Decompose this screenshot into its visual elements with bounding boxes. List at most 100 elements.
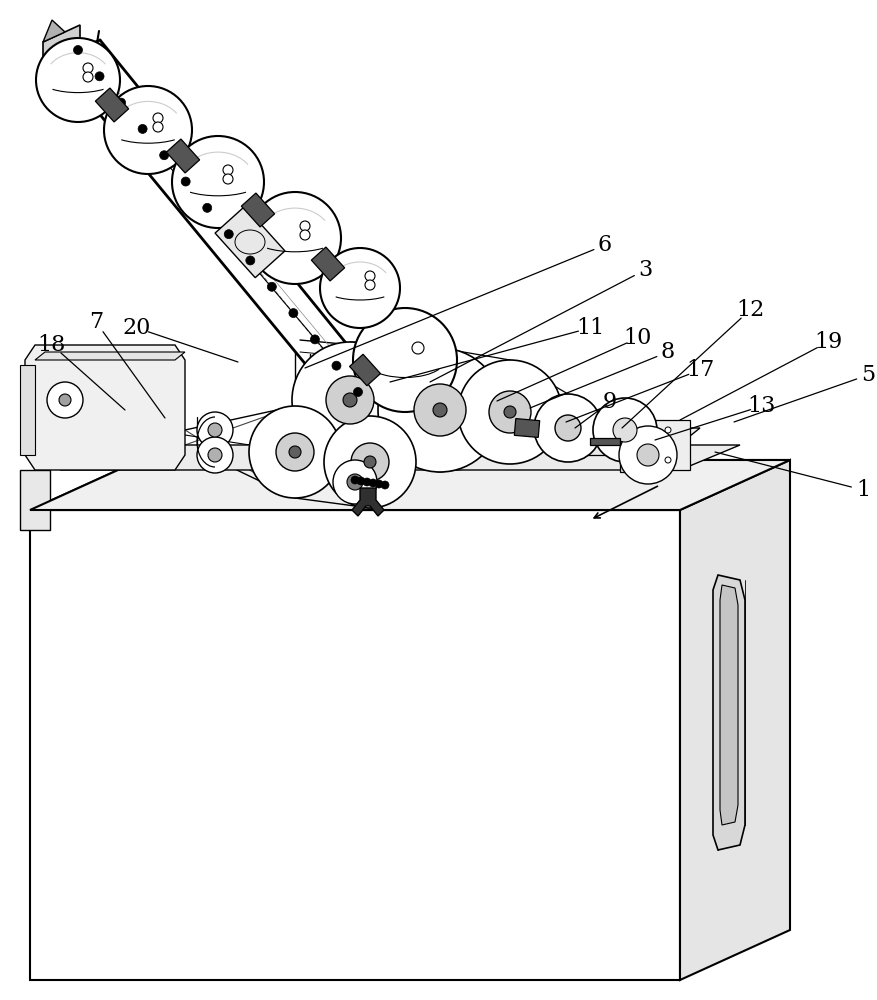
Circle shape — [612, 418, 637, 442]
Circle shape — [103, 86, 192, 174]
Polygon shape — [514, 419, 539, 437]
Polygon shape — [35, 352, 185, 360]
Circle shape — [432, 403, 446, 417]
Circle shape — [332, 460, 376, 504]
Text: 1: 1 — [855, 479, 869, 501]
Text: 20: 20 — [123, 317, 151, 339]
Circle shape — [618, 426, 676, 484]
Polygon shape — [589, 438, 619, 445]
Circle shape — [300, 221, 310, 231]
Circle shape — [300, 230, 310, 240]
Polygon shape — [619, 455, 664, 472]
Circle shape — [554, 415, 581, 441]
Text: 3: 3 — [638, 259, 652, 281]
Circle shape — [249, 406, 340, 498]
Circle shape — [324, 416, 416, 508]
Circle shape — [332, 361, 340, 370]
Circle shape — [411, 342, 424, 354]
Polygon shape — [20, 470, 50, 530]
Polygon shape — [679, 460, 789, 980]
Circle shape — [364, 456, 375, 468]
Polygon shape — [20, 365, 35, 455]
Circle shape — [346, 474, 362, 490]
Polygon shape — [580, 428, 699, 440]
Circle shape — [196, 437, 232, 473]
Circle shape — [362, 478, 371, 486]
Circle shape — [365, 271, 374, 281]
Circle shape — [74, 46, 82, 55]
Circle shape — [223, 174, 232, 184]
Circle shape — [289, 446, 301, 458]
Circle shape — [368, 479, 376, 487]
Circle shape — [172, 136, 264, 228]
Text: 19: 19 — [813, 331, 841, 353]
Circle shape — [319, 248, 400, 328]
Circle shape — [181, 177, 190, 186]
Circle shape — [160, 151, 168, 160]
Circle shape — [292, 342, 408, 458]
Text: 12: 12 — [735, 299, 763, 321]
Circle shape — [664, 427, 670, 433]
Circle shape — [503, 406, 516, 418]
Circle shape — [374, 480, 382, 488]
Circle shape — [47, 382, 83, 418]
Circle shape — [83, 63, 93, 73]
Circle shape — [488, 391, 531, 433]
Text: 5: 5 — [860, 364, 874, 386]
Circle shape — [95, 72, 103, 81]
Polygon shape — [719, 585, 738, 825]
Circle shape — [83, 72, 93, 82]
Circle shape — [203, 203, 211, 212]
Circle shape — [351, 443, 389, 481]
Text: 13: 13 — [747, 395, 775, 417]
Circle shape — [249, 192, 340, 284]
Circle shape — [153, 122, 163, 132]
Polygon shape — [311, 247, 345, 281]
Circle shape — [275, 433, 314, 471]
Circle shape — [153, 113, 163, 123]
Circle shape — [378, 348, 502, 472]
Circle shape — [414, 384, 466, 436]
Circle shape — [59, 394, 71, 406]
Circle shape — [664, 457, 670, 463]
Text: 7: 7 — [89, 311, 103, 333]
Circle shape — [310, 335, 319, 344]
Polygon shape — [352, 488, 383, 516]
Polygon shape — [30, 460, 789, 510]
Text: 6: 6 — [597, 234, 611, 256]
Text: 10: 10 — [623, 327, 652, 349]
Circle shape — [224, 230, 233, 239]
Text: 11: 11 — [575, 317, 603, 339]
Polygon shape — [60, 445, 739, 470]
Circle shape — [223, 165, 232, 175]
Polygon shape — [349, 354, 380, 386]
Circle shape — [458, 360, 561, 464]
Circle shape — [138, 124, 147, 133]
Polygon shape — [43, 25, 80, 68]
Polygon shape — [43, 20, 65, 42]
Circle shape — [36, 38, 120, 122]
Circle shape — [637, 444, 659, 466]
Text: 17: 17 — [685, 359, 713, 381]
Polygon shape — [580, 442, 679, 455]
Circle shape — [196, 412, 232, 448]
Polygon shape — [96, 88, 129, 122]
Circle shape — [353, 308, 457, 412]
Polygon shape — [25, 345, 185, 470]
Circle shape — [357, 477, 365, 485]
Circle shape — [533, 394, 602, 462]
Polygon shape — [166, 139, 199, 173]
Circle shape — [343, 393, 357, 407]
Circle shape — [365, 280, 374, 290]
Circle shape — [592, 398, 656, 462]
Circle shape — [246, 256, 254, 265]
Circle shape — [289, 309, 297, 318]
Polygon shape — [30, 460, 789, 510]
Circle shape — [208, 423, 222, 437]
Polygon shape — [654, 420, 689, 470]
Circle shape — [381, 481, 389, 489]
Polygon shape — [712, 575, 745, 850]
Polygon shape — [30, 510, 679, 980]
Text: 8: 8 — [660, 341, 674, 363]
Circle shape — [353, 387, 362, 396]
